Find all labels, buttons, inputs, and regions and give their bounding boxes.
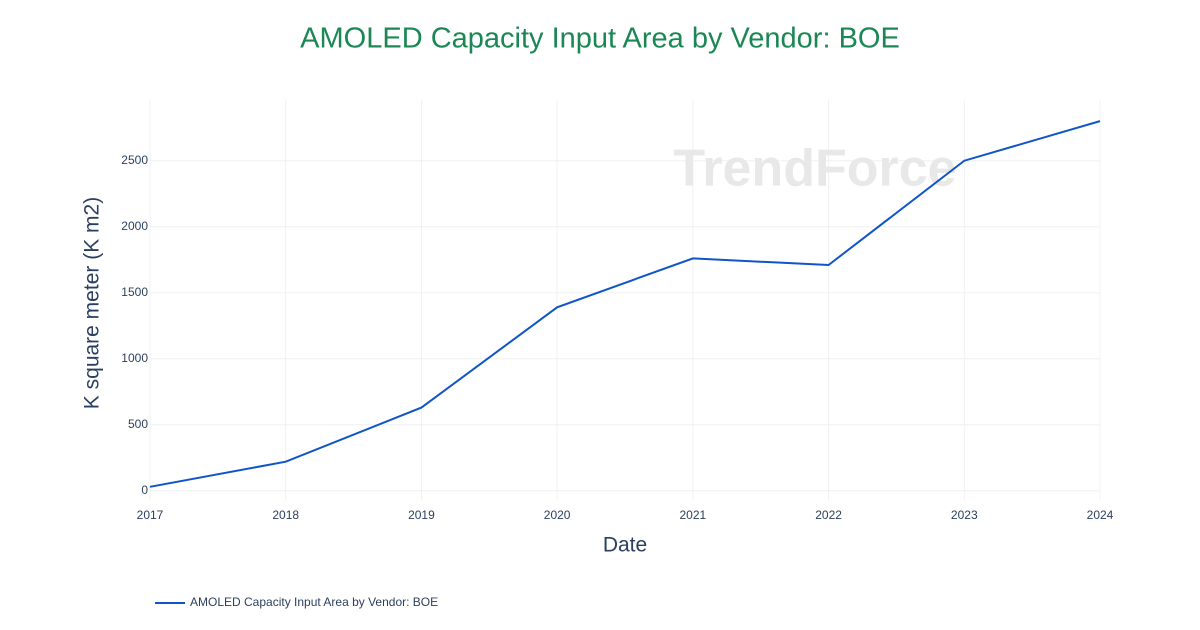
x-tick-label: 2019 bbox=[408, 508, 435, 522]
x-tick-label: 2017 bbox=[137, 508, 164, 522]
y-axis-title: K square meter (K m2) bbox=[81, 197, 104, 409]
x-tick-label: 2021 bbox=[680, 508, 707, 522]
x-tick-label: 2022 bbox=[815, 508, 842, 522]
watermark: TrendForce bbox=[673, 140, 956, 198]
y-tick-label: 1000 bbox=[121, 351, 148, 365]
y-tick-label: 2000 bbox=[121, 219, 148, 233]
x-tick-label: 2024 bbox=[1087, 508, 1114, 522]
y-tick-label: 500 bbox=[128, 417, 148, 431]
data-line bbox=[149, 120, 1101, 488]
chart-title: AMOLED Capacity Input Area by Vendor: BO… bbox=[300, 23, 900, 55]
legend-label: AMOLED Capacity Input Area by Vendor: BO… bbox=[190, 595, 438, 609]
x-tick-label: 2018 bbox=[272, 508, 299, 522]
y-tick-label: 0 bbox=[141, 483, 148, 497]
x-axis-title: Date bbox=[603, 534, 647, 557]
x-tick-label: 2023 bbox=[951, 508, 978, 522]
y-tick-label: 2500 bbox=[121, 153, 148, 167]
y-tick-label: 1500 bbox=[121, 285, 148, 299]
x-tick-label: 2020 bbox=[544, 508, 571, 522]
